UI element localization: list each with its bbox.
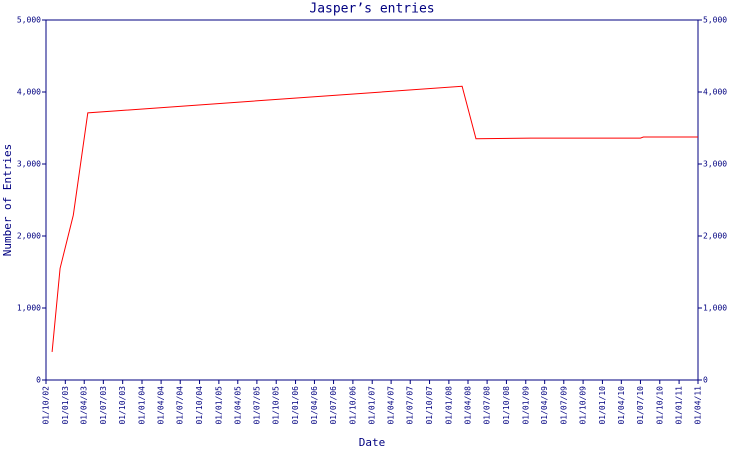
x-tick-label: 01/07/06 <box>329 386 338 425</box>
x-tick-label: 01/01/04 <box>137 386 146 425</box>
x-tick-label: 01/01/03 <box>61 386 70 425</box>
x-tick-label: 01/04/05 <box>233 386 242 425</box>
x-tick-label: 01/01/06 <box>291 386 300 425</box>
x-tick-label: 01/04/04 <box>157 386 166 425</box>
x-tick-label: 01/10/09 <box>579 386 588 425</box>
y-axis-label: Number of Entries <box>1 144 14 257</box>
y2-tick-label: 0 <box>703 376 708 385</box>
y-tick-label: 5,000 <box>17 16 41 25</box>
plot-frame <box>45 19 699 381</box>
x-tick-label: 01/04/07 <box>387 386 396 425</box>
x-tick-label: 01/10/05 <box>272 386 281 425</box>
x-tick-label: 01/04/11 <box>694 386 703 425</box>
y2-tick-label: 5,000 <box>703 16 727 25</box>
y2-tick-label: 1,000 <box>703 304 727 313</box>
x-tick-label: 01/04/06 <box>310 386 319 425</box>
x-tick-label: 01/07/07 <box>406 386 415 425</box>
y-tick-label: 2,000 <box>17 232 41 241</box>
x-tick-label: 01/07/08 <box>483 386 492 425</box>
x-tick-label: 01/01/05 <box>214 386 223 425</box>
x-tick-label: 01/10/07 <box>425 386 434 425</box>
data-line <box>51 85 698 352</box>
x-tick-label: 01/10/02 <box>42 386 51 425</box>
y-tick-label: 4,000 <box>17 88 41 97</box>
x-tick-label: 01/01/08 <box>444 386 453 425</box>
y-tick-label: 1,000 <box>17 304 41 313</box>
y-tick-label: 0 <box>36 376 41 385</box>
x-axis-label: Date <box>359 436 386 449</box>
x-tick-label: 01/07/09 <box>559 386 568 425</box>
y2-tick-label: 3,000 <box>703 160 727 169</box>
x-tick-label: 01/07/10 <box>636 386 645 425</box>
x-tick-label: 01/04/10 <box>617 386 626 425</box>
y2-tick-label: 2,000 <box>703 232 727 241</box>
x-tick-label: 01/07/03 <box>99 386 108 425</box>
x-tick-label: 01/04/09 <box>540 386 549 425</box>
chart-title: Jasper’s entries <box>309 2 434 17</box>
x-tick-label: 01/04/08 <box>463 386 472 425</box>
x-tick-label: 01/01/10 <box>598 386 607 425</box>
x-tick-label: 01/10/03 <box>118 386 127 425</box>
y-tick-label: 3,000 <box>17 160 41 169</box>
x-tick-label: 01/10/06 <box>348 386 357 425</box>
x-tick-label: 01/01/07 <box>368 386 377 425</box>
x-tick-label: 01/07/05 <box>252 386 261 425</box>
x-tick-label: 01/10/08 <box>502 386 511 425</box>
x-tick-label: 01/07/04 <box>176 386 185 425</box>
x-tick-label: 01/10/04 <box>195 386 204 425</box>
x-tick-label: 01/01/09 <box>521 386 530 425</box>
x-tick-label: 01/04/03 <box>80 386 89 425</box>
x-tick-label: 01/01/11 <box>675 386 684 425</box>
x-tick-label: 01/10/10 <box>655 386 664 425</box>
y2-tick-label: 4,000 <box>703 88 727 97</box>
